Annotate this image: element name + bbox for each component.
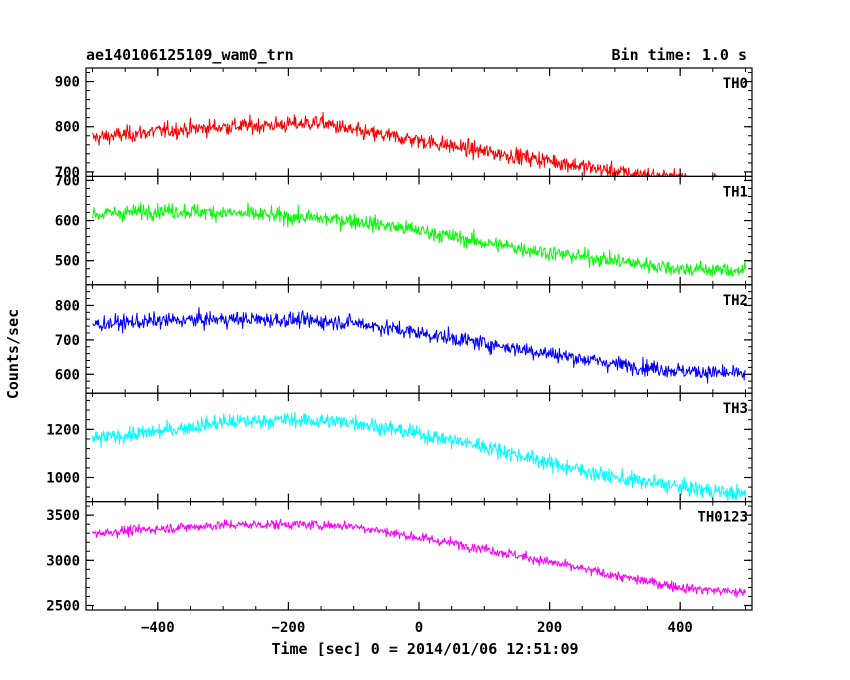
x-tick-label: 400: [668, 620, 693, 636]
bin-time-label: Bin time: 1.0 s: [611, 46, 747, 64]
series-line-th0: [92, 111, 746, 177]
y-tick-label: 700: [55, 173, 80, 189]
y-tick-label: 900: [55, 75, 80, 91]
y-tick-label: 800: [55, 298, 80, 314]
y-tick-label: 800: [55, 120, 80, 136]
y-tick-label: 700: [55, 165, 80, 181]
series-line-th2: [92, 307, 746, 384]
x-tick-label: −400: [141, 620, 175, 636]
x-axis-label-text: Time [sec] 0 = 2014/01/06 12:51:09: [271, 640, 579, 658]
series-line-th0123: [92, 518, 746, 598]
panel-frame-th0: [85, 67, 753, 178]
y-tick-label: 3000: [46, 553, 80, 569]
y-tick-label: 3500: [46, 508, 80, 524]
series-line-th1: [92, 202, 746, 277]
y-tick-label: 600: [55, 367, 80, 383]
y-axis-label: Counts/sec: [4, 308, 22, 400]
plot-title: ae140106125109_wam0_trn: [86, 46, 294, 64]
x-tick-label: 0: [415, 620, 423, 636]
y-tick-label: 500: [55, 254, 80, 270]
y-tick-label: 1000: [46, 471, 80, 487]
panel-frame-th2: [85, 284, 753, 394]
y-tick-label: 600: [55, 214, 80, 230]
x-tick-label: −200: [272, 620, 306, 636]
x-axis-label: Time [sec] 0 = 2014/01/06 12:51:09: [0, 640, 850, 658]
panel-label-th3: TH3: [723, 401, 748, 417]
panel-label-th2: TH2: [723, 293, 748, 309]
y-tick-label: 1200: [46, 422, 80, 438]
x-tick-label: 200: [537, 620, 562, 636]
y-tick-label: 2500: [46, 598, 80, 614]
panel-label-th1: TH1: [723, 184, 748, 200]
panel-frame-th0123: [85, 501, 753, 611]
panel-label-th0: TH0: [723, 76, 748, 92]
y-tick-label: 700: [55, 333, 80, 349]
panel-label-th0123: TH0123: [697, 510, 748, 526]
series-line-th3: [92, 411, 746, 502]
